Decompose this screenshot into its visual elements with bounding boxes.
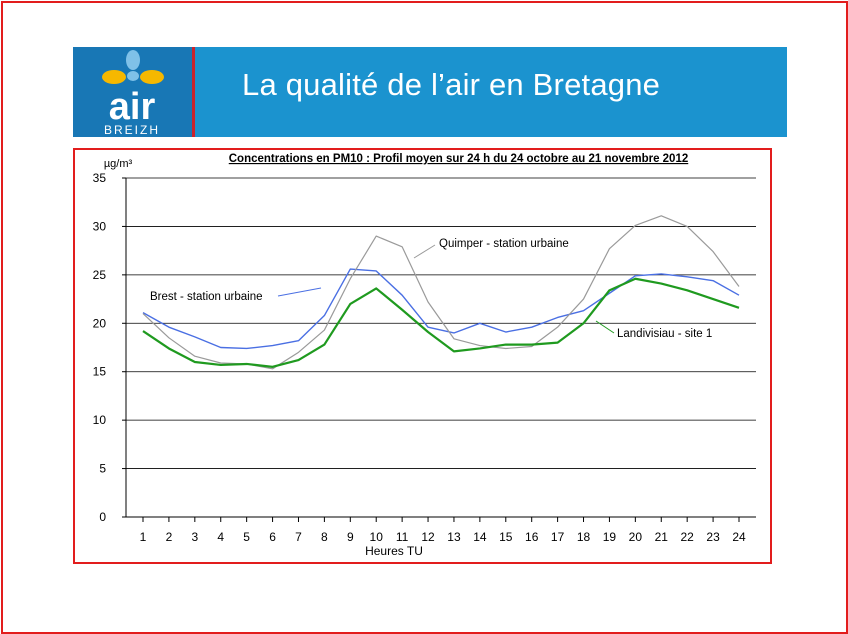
y-tick-label: 5 — [99, 462, 106, 476]
x-tick-label: 12 — [421, 530, 435, 544]
x-tick-label: 24 — [732, 530, 746, 544]
x-tick-label: 4 — [217, 530, 224, 544]
logo-text: air — [109, 86, 156, 128]
x-tick-label: 2 — [166, 530, 173, 544]
header-banner: air BREIZH La qualité de l’air en Bretag… — [73, 47, 787, 137]
series-label: Quimper - station urbaine — [439, 238, 569, 250]
logo-petal-right — [140, 70, 164, 84]
x-tick-label: 1 — [140, 530, 147, 544]
x-tick-label: 7 — [295, 530, 302, 544]
banner-title: La qualité de l’air en Bretagne — [242, 67, 661, 102]
y-tick-label: 15 — [93, 365, 107, 379]
series-label: Landivisiau - site 1 — [617, 328, 712, 340]
logo-petal-top — [126, 50, 140, 70]
x-tick-label: 18 — [577, 530, 591, 544]
air-breizh-logo: air BREIZH — [73, 47, 192, 137]
series-label: Brest - station urbaine — [150, 291, 263, 303]
x-tick-label: 19 — [603, 530, 617, 544]
y-tick-label: 35 — [93, 171, 107, 185]
series-line-1 — [142, 268, 740, 350]
y-tick-label: 20 — [93, 316, 107, 330]
series-line-3 — [142, 277, 740, 368]
y-tick-label: 0 — [99, 510, 106, 524]
x-axis-label: Heures TU — [365, 544, 423, 558]
y-tick-label: 10 — [93, 413, 107, 427]
y-tick-label: 25 — [93, 268, 107, 282]
y-tick-label: 30 — [93, 219, 107, 233]
x-tick-label: 14 — [473, 530, 487, 544]
series-label-leader — [277, 287, 322, 297]
x-tick-label: 9 — [347, 530, 354, 544]
x-tick-label: 11 — [396, 530, 409, 544]
x-tick-label: 6 — [269, 530, 276, 544]
x-tick-label: 22 — [680, 530, 694, 544]
x-tick-label: 5 — [243, 530, 250, 544]
chart-title: Concentrations en PM10 : Profil moyen su… — [229, 153, 689, 165]
logo-petal-center — [127, 71, 139, 81]
series-label-leader — [413, 244, 436, 259]
x-tick-label: 15 — [499, 530, 513, 544]
logo-subtext: BREIZH — [104, 123, 160, 137]
x-tick-label: 10 — [370, 530, 384, 544]
y-axis-label: µg/m³ — [104, 158, 133, 170]
chart-frame: 0 5 10 15 20 25 30 35 1 2 3 4 5 6 7 8 9 10 11 12 13 14 15 16 17 1… — [73, 148, 772, 564]
x-tick-label: 3 — [191, 530, 198, 544]
x-tick-label: 13 — [447, 530, 461, 544]
logo-divider — [192, 47, 195, 137]
logo-petal-left — [102, 70, 126, 84]
x-tick-label: 8 — [321, 530, 328, 544]
x-tick-label: 16 — [525, 530, 539, 544]
x-tick-label: 23 — [706, 530, 720, 544]
x-tick-label: 20 — [629, 530, 643, 544]
x-tick-label: 21 — [655, 530, 669, 544]
series-label-leader — [595, 320, 615, 334]
x-tick-label: 17 — [551, 530, 565, 544]
